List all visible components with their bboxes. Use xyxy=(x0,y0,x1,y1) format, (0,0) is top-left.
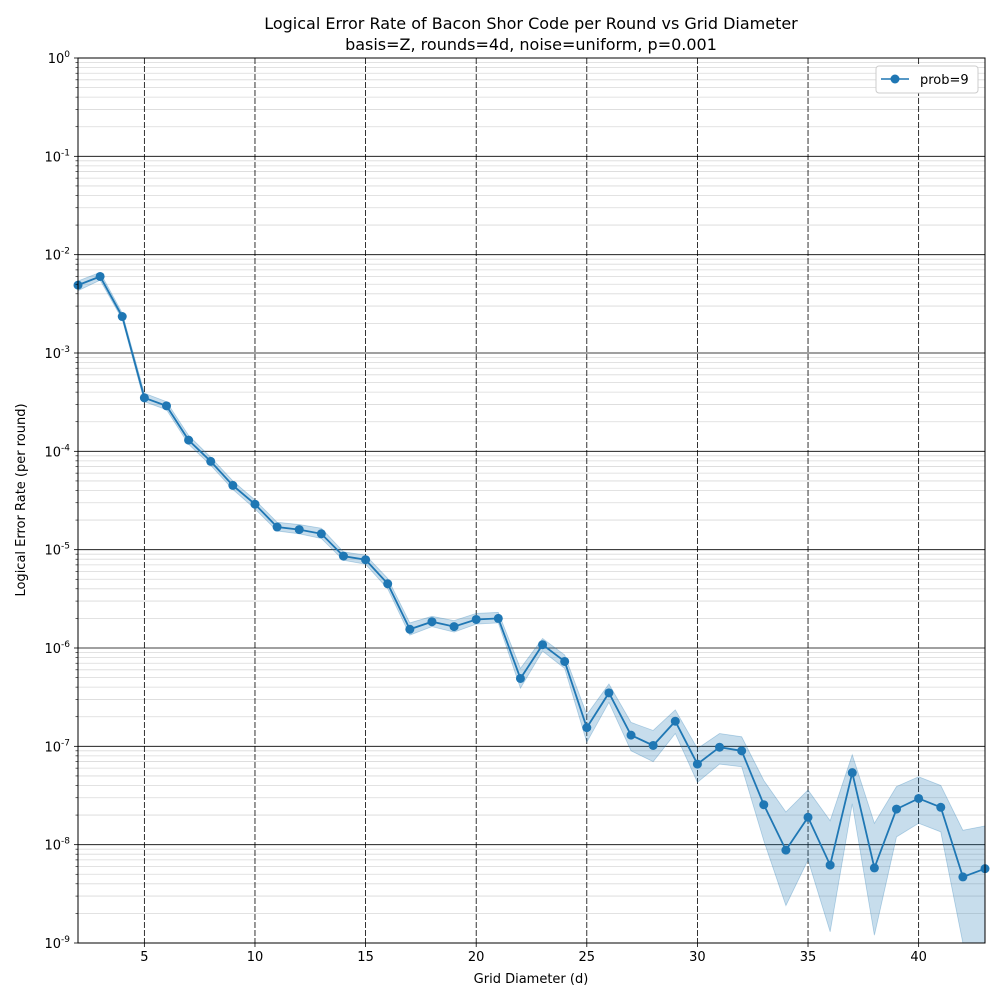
data-point xyxy=(206,456,216,466)
data-point xyxy=(95,271,105,281)
data-point xyxy=(648,740,658,750)
x-tick-label: 10 xyxy=(247,950,264,965)
y-tick-label: 10-5 xyxy=(44,542,70,559)
data-point xyxy=(759,800,769,810)
data-point xyxy=(316,529,326,539)
data-point xyxy=(449,622,459,632)
legend-box xyxy=(875,65,979,94)
data-point xyxy=(361,555,371,565)
data-point xyxy=(161,401,171,411)
y-tick-label: 100 xyxy=(48,50,71,67)
data-point xyxy=(250,499,260,509)
chart-title: Logical Error Rate of Bacon Shor Code pe… xyxy=(264,14,798,33)
minor-gridlines xyxy=(78,62,985,914)
data-point xyxy=(582,723,592,733)
data-point xyxy=(670,716,680,726)
data-point xyxy=(892,804,902,814)
data-point xyxy=(338,551,348,561)
y-tick-label: 10-9 xyxy=(44,935,70,952)
data-point xyxy=(847,768,857,778)
data-point xyxy=(936,802,946,812)
y-tick-label: 10-1 xyxy=(44,148,70,165)
data-point xyxy=(538,640,548,650)
data-point xyxy=(272,522,282,532)
x-tick-label: 25 xyxy=(579,950,596,965)
data-point xyxy=(228,480,238,490)
data-point xyxy=(383,579,393,589)
data-point xyxy=(405,624,415,634)
y-tick-label: 10-7 xyxy=(44,738,70,755)
data-point xyxy=(515,673,525,683)
x-axis-label: Grid Diameter (d) xyxy=(474,972,589,987)
x-tick-label: 35 xyxy=(800,950,817,965)
data-point xyxy=(493,613,503,623)
data-point xyxy=(626,730,636,740)
data-point xyxy=(117,312,127,322)
data-point xyxy=(184,435,194,445)
data-point xyxy=(604,688,614,698)
data-point xyxy=(471,614,481,624)
data-point xyxy=(560,656,570,666)
data-point xyxy=(803,812,813,822)
y-tick-label: 10-3 xyxy=(44,345,70,362)
data-point xyxy=(869,863,879,873)
x-axis-ticks: 5 10 15 20 25 30 35 40 xyxy=(140,943,927,965)
data-point xyxy=(958,872,968,882)
series-line xyxy=(77,275,986,879)
y-tick-label: 10-8 xyxy=(44,837,70,854)
chart-subtitle: basis=Z, rounds=4d, noise=uniform, p=0.0… xyxy=(345,35,717,54)
data-point xyxy=(715,742,725,752)
legend-marker-swatch xyxy=(890,74,900,84)
series-line-group xyxy=(77,275,986,879)
x-tick-label: 5 xyxy=(140,950,148,965)
x-tick-label: 20 xyxy=(468,950,485,965)
data-point xyxy=(825,860,835,870)
data-point xyxy=(139,393,149,403)
x-tick-label: 15 xyxy=(357,950,374,965)
data-point xyxy=(914,793,924,803)
plot-frame xyxy=(77,57,986,944)
y-tick-label: 10-6 xyxy=(44,640,70,657)
y-axis-label: Logical Error Rate (per round) xyxy=(14,403,29,596)
data-point xyxy=(737,746,747,756)
data-point xyxy=(781,845,791,855)
x-tick-label: 40 xyxy=(910,950,927,965)
data-point xyxy=(692,759,702,769)
legend: prob=9 xyxy=(875,65,979,94)
y-tick-label: 10-2 xyxy=(44,247,70,264)
y-axis-ticks: 100 10-1 10-2 10-3 10-4 10-5 10-6 10-7 10-8 10-9 xyxy=(44,50,78,952)
legend-label: prob=9 xyxy=(920,73,969,88)
data-points xyxy=(73,271,990,882)
y-tick-label: 10-4 xyxy=(44,443,70,460)
data-point xyxy=(294,525,304,535)
x-tick-label: 30 xyxy=(689,950,706,965)
data-point xyxy=(427,617,437,627)
